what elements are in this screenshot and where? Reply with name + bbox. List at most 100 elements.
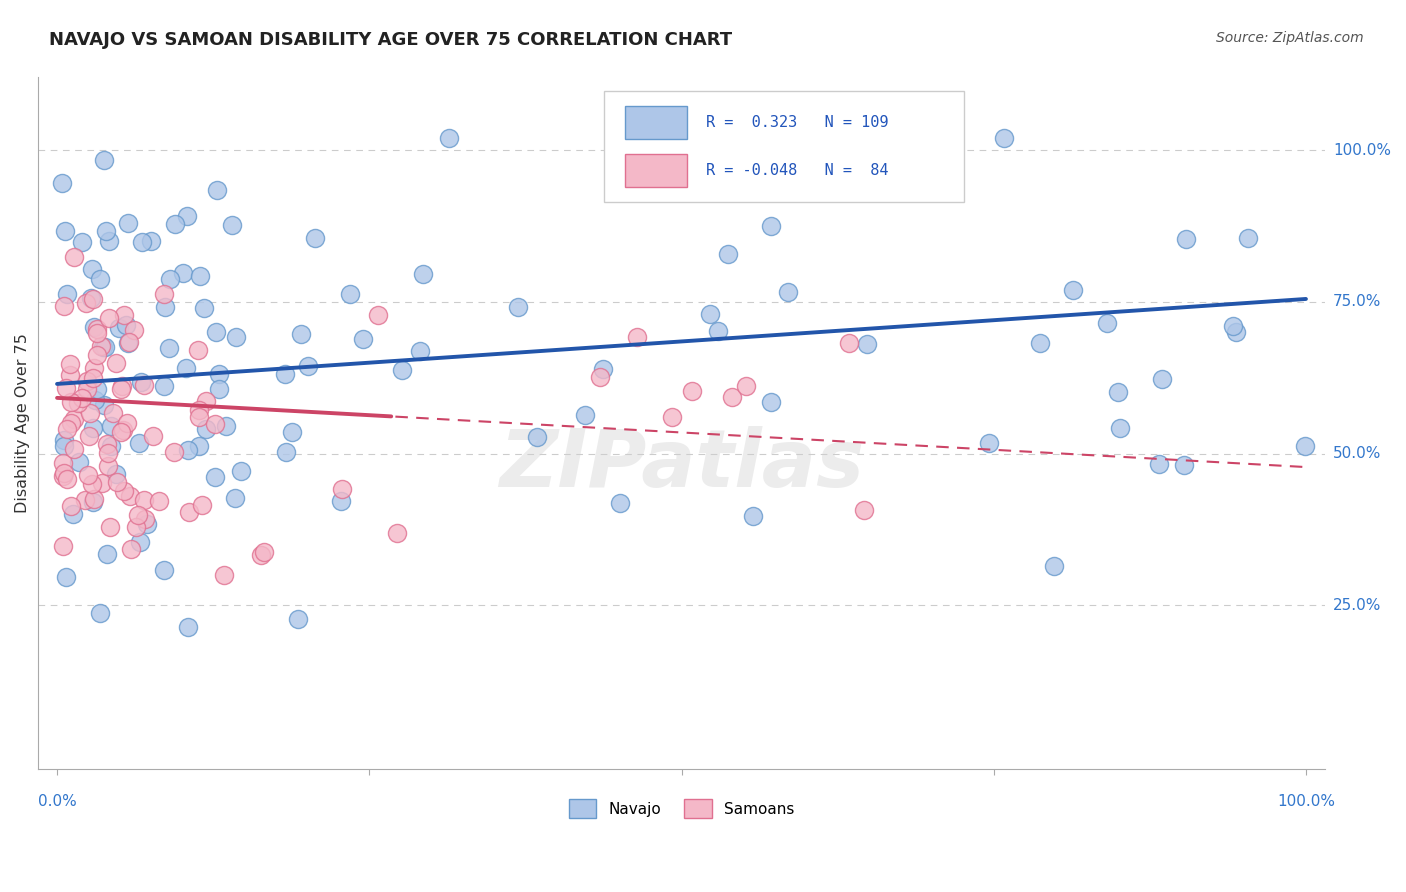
Point	[157, 341, 180, 355]
Point	[191, 499, 214, 513]
Point	[330, 482, 353, 496]
Point	[179, 505, 201, 519]
Point	[352, 332, 374, 346]
Point	[120, 489, 142, 503]
Point	[1222, 318, 1244, 333]
Point	[52, 468, 75, 483]
Point	[215, 418, 238, 433]
FancyBboxPatch shape	[624, 154, 686, 187]
Point	[619, 143, 641, 157]
Point	[124, 323, 146, 337]
Point	[1150, 372, 1173, 386]
Point	[1225, 325, 1247, 339]
Point	[208, 382, 231, 396]
Point	[53, 438, 76, 452]
Point	[212, 568, 235, 582]
Text: ZIPatlas: ZIPatlas	[499, 425, 865, 504]
FancyBboxPatch shape	[605, 91, 965, 202]
Point	[75, 296, 97, 310]
Point	[135, 517, 157, 532]
Point	[60, 417, 83, 431]
Point	[82, 292, 104, 306]
Point	[101, 406, 124, 420]
Point	[117, 416, 139, 430]
Point	[439, 131, 461, 145]
Point	[67, 454, 90, 468]
Point	[117, 216, 139, 230]
Point	[63, 412, 86, 426]
Point	[118, 334, 141, 349]
Point	[104, 467, 127, 482]
Point	[105, 356, 128, 370]
Point	[852, 503, 875, 517]
Point	[55, 422, 77, 436]
Point	[73, 493, 96, 508]
Point	[250, 548, 273, 562]
Point	[918, 131, 941, 145]
Point	[63, 442, 86, 456]
Point	[83, 360, 105, 375]
Point	[86, 326, 108, 340]
Point	[742, 508, 765, 523]
Point	[274, 444, 297, 458]
Point	[110, 425, 132, 439]
Point	[97, 458, 120, 473]
Point	[661, 410, 683, 425]
Point	[83, 319, 105, 334]
Point	[609, 496, 631, 510]
Point	[83, 393, 105, 408]
Point	[132, 493, 155, 508]
Point	[412, 268, 434, 282]
Point	[128, 435, 150, 450]
Point	[204, 470, 226, 484]
Point	[96, 224, 118, 238]
Point	[120, 542, 142, 557]
Point	[385, 526, 408, 541]
Point	[148, 493, 170, 508]
Point	[367, 309, 389, 323]
Point	[98, 235, 121, 249]
Point	[297, 359, 319, 373]
Point	[52, 539, 75, 553]
Text: 75.0%: 75.0%	[1333, 294, 1381, 310]
Point	[76, 382, 98, 396]
Point	[142, 428, 165, 442]
Point	[592, 362, 614, 376]
Point	[195, 422, 218, 436]
Point	[153, 300, 176, 314]
Point	[329, 494, 352, 508]
Point	[132, 378, 155, 392]
Point	[1062, 283, 1084, 297]
Point	[53, 224, 76, 238]
Point	[506, 300, 529, 314]
Point	[339, 287, 361, 301]
Point	[273, 368, 295, 382]
Point	[977, 436, 1000, 450]
Point	[177, 443, 200, 458]
Text: R =  0.323   N = 109: R = 0.323 N = 109	[706, 115, 889, 130]
Point	[129, 375, 152, 389]
Point	[188, 268, 211, 283]
Point	[231, 464, 253, 478]
Point	[56, 471, 79, 485]
Point	[1294, 439, 1316, 453]
Point	[79, 429, 101, 443]
Point	[91, 476, 114, 491]
Point	[626, 330, 648, 344]
Point	[856, 336, 879, 351]
Text: R = -0.048   N =  84: R = -0.048 N = 84	[706, 163, 889, 178]
Point	[90, 339, 112, 353]
Legend: Navajo, Samoans: Navajo, Samoans	[562, 793, 800, 824]
Point	[1095, 316, 1118, 330]
Point	[188, 409, 211, 424]
Point	[172, 266, 194, 280]
Point	[129, 534, 152, 549]
Point	[93, 398, 115, 412]
Point	[55, 381, 77, 395]
Point	[93, 153, 115, 168]
Text: 50.0%: 50.0%	[1333, 446, 1381, 461]
Point	[1237, 231, 1260, 245]
Point	[207, 182, 229, 196]
Point	[91, 340, 114, 354]
Point	[98, 519, 121, 533]
